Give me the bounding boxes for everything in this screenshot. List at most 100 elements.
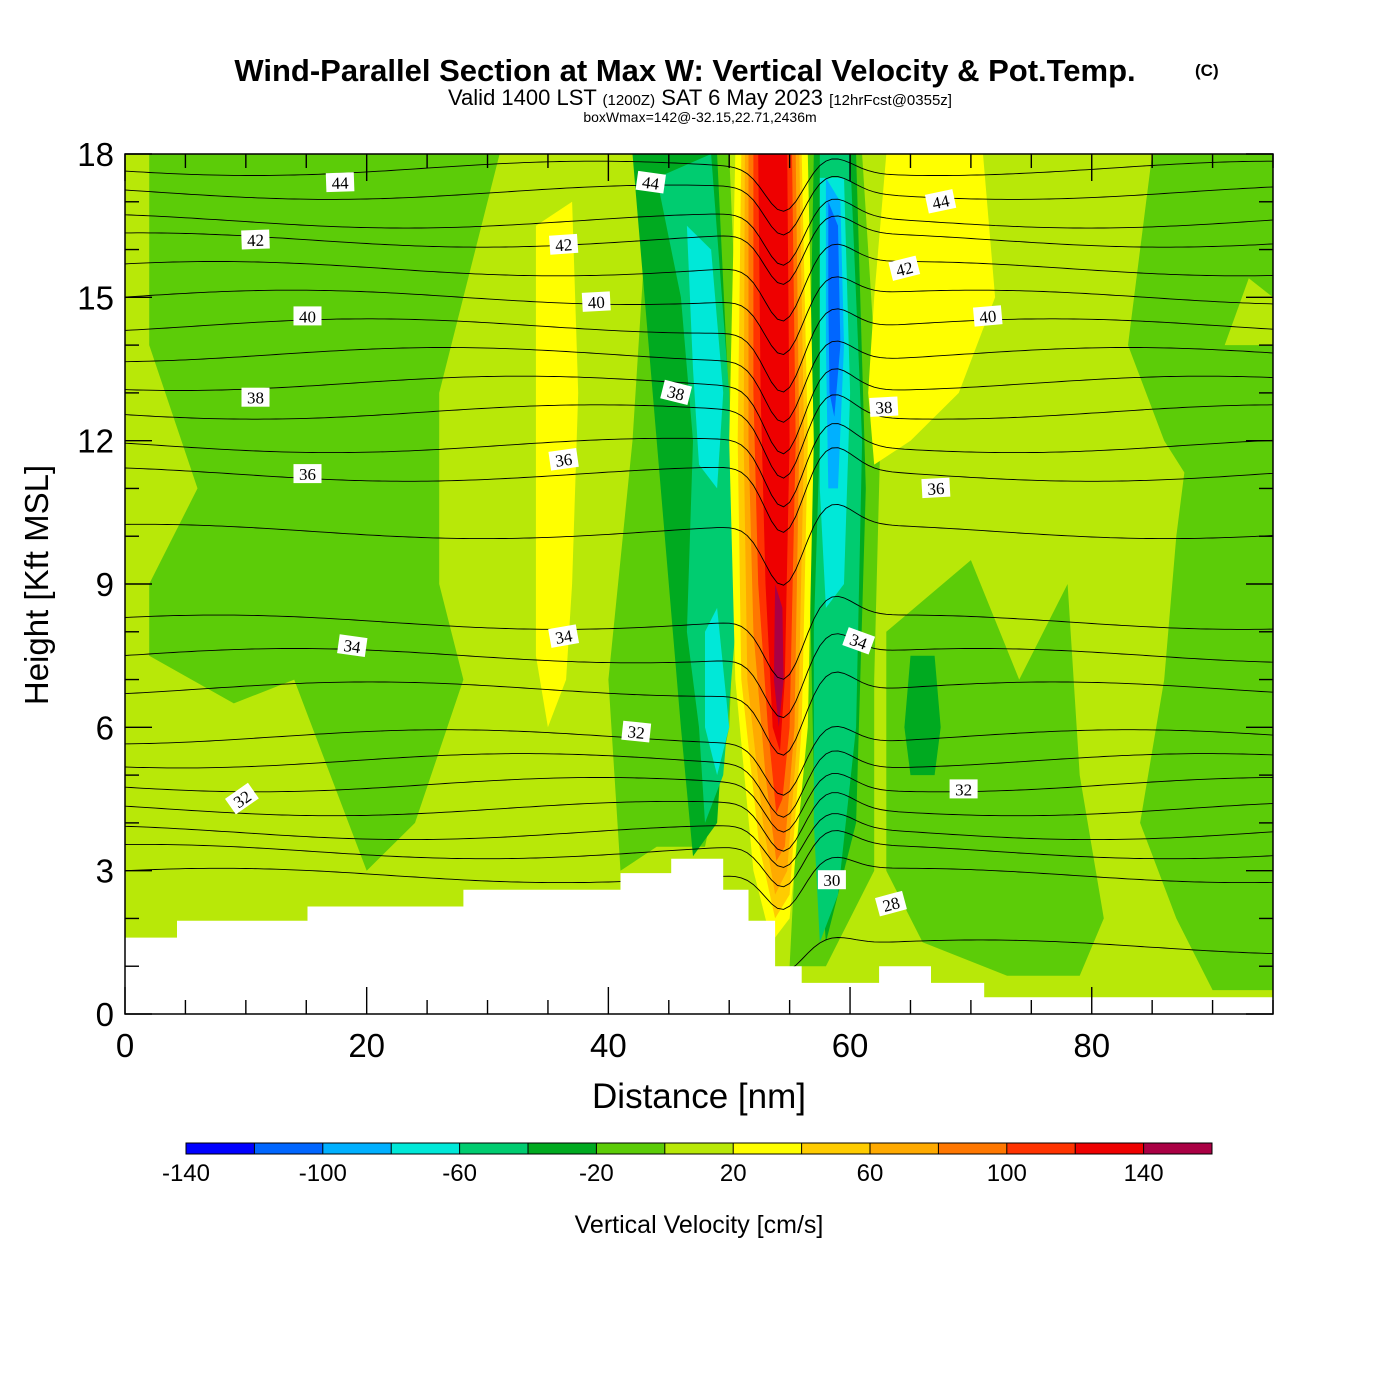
potential-temperature-contours xyxy=(125,158,1273,973)
contour-label-text: 36 xyxy=(554,450,573,471)
copyright-mark: (C) xyxy=(1195,61,1219,80)
contour-label-text: 40 xyxy=(587,293,605,313)
colorbar-swatch-12 xyxy=(1006,1143,1076,1154)
colorbar-swatch-11 xyxy=(938,1143,1008,1154)
vertical-velocity-field xyxy=(149,154,1273,991)
contour-label-bg xyxy=(548,447,579,471)
subtitle-box: boxWmax=142@-32.15,22.71,2436m xyxy=(583,109,816,125)
w-region-10 xyxy=(868,154,996,465)
subtitle-valid: Valid 1400 LST xyxy=(448,85,596,110)
colorbar-swatch-0 xyxy=(186,1143,255,1154)
y-tick-label: 6 xyxy=(96,709,114,746)
x-tick-label: 80 xyxy=(1073,1027,1110,1064)
contour-label-text: 42 xyxy=(555,235,573,255)
colorbar-swatch-3 xyxy=(391,1143,461,1154)
y-tick-label: 12 xyxy=(77,423,114,460)
contour-label-text: 44 xyxy=(641,173,661,194)
contour-label-text: 30 xyxy=(823,871,840,890)
subtitle-line: Valid 1400 LST (1200Z) SAT 6 May 2023 [1… xyxy=(448,85,952,110)
theta-contour-2 xyxy=(125,830,1273,888)
theta-contour-23 xyxy=(125,158,1273,212)
contour-label-22: 28 xyxy=(874,890,907,917)
colorbar-swatch-5 xyxy=(528,1143,597,1154)
contour-label-5: 42 xyxy=(888,255,921,281)
contour-label-bg xyxy=(949,779,978,799)
colorbar-swatch-9 xyxy=(801,1143,871,1154)
x-tick-label: 20 xyxy=(348,1027,385,1064)
contour-label-7: 40 xyxy=(581,291,611,313)
theta-contour-15 xyxy=(125,368,1273,455)
plot-area: 44 44 44 42 42 42 40 40 40 38 38 38 36 36 36 34 34 34 32 32… xyxy=(125,154,1273,1014)
contour-label-bg xyxy=(241,229,270,250)
contour-label-text: 28 xyxy=(881,893,902,916)
theta-contour-10 xyxy=(125,595,1273,680)
contour-label-bg xyxy=(869,396,899,417)
colorbar-tick-label: -140 xyxy=(162,1160,210,1187)
contour-label-20: 32 xyxy=(949,779,978,799)
x-axis-label: Distance [nm] xyxy=(592,1077,806,1116)
contour-label-10: 38 xyxy=(660,379,693,406)
theta-contour-11 xyxy=(125,503,1273,586)
contour-label-text: 40 xyxy=(299,307,316,326)
colorbar-swatch-8 xyxy=(733,1143,803,1154)
w-region-14 xyxy=(705,607,730,776)
contour-label-text: 40 xyxy=(979,307,998,327)
colorbar-tick-label: 140 xyxy=(1124,1160,1164,1187)
contour-label-text: 36 xyxy=(299,465,316,484)
theta-contour-7 xyxy=(125,725,1273,796)
colorbar-swatch-10 xyxy=(870,1143,939,1154)
x-tick-label: 40 xyxy=(590,1027,627,1064)
contour-label-bg xyxy=(924,189,957,214)
contour-label-9: 38 xyxy=(241,387,270,408)
colorbar-tick-label: -20 xyxy=(579,1160,614,1187)
y-tick-label: 0 xyxy=(96,996,114,1033)
y-tick-label: 9 xyxy=(96,566,114,603)
contour-label-bg xyxy=(581,291,611,312)
theta-contour-6 xyxy=(125,750,1273,818)
colorbar: -140 -100 -60 -20 20 60 100 140 xyxy=(162,1142,1213,1187)
contour-label-14: 36 xyxy=(921,477,951,499)
contour-label-2: 44 xyxy=(924,189,957,214)
contour-label-bg xyxy=(241,387,270,407)
contour-label-text: 42 xyxy=(894,258,915,281)
theta-contour-9 xyxy=(125,633,1273,719)
w-region-0 xyxy=(149,154,500,871)
theta-contour-18 xyxy=(125,276,1273,355)
theta-contour-19 xyxy=(125,243,1273,322)
theta-contour-3 xyxy=(125,813,1273,868)
contour-label-bg xyxy=(548,624,580,648)
subtitle-forecast: [12hrFcst@0355z] xyxy=(829,92,952,109)
contour-label-13: 36 xyxy=(548,447,579,471)
contour-label-bg xyxy=(621,720,652,743)
theta-contour-16 xyxy=(125,340,1273,423)
colorbar-tick-label: 100 xyxy=(987,1160,1027,1187)
colorbar-swatch-13 xyxy=(1075,1143,1145,1154)
y-tick-label: 15 xyxy=(77,279,114,316)
contour-label-text: 44 xyxy=(331,173,349,193)
contour-label-bg xyxy=(293,464,322,484)
contour-label-bg xyxy=(549,233,579,255)
contour-label-6: 40 xyxy=(293,306,322,326)
y-tick-label: 18 xyxy=(77,136,114,173)
y-axis-label: Height [Kft MSL] xyxy=(18,465,55,705)
contour-label-text: 32 xyxy=(627,722,646,743)
x-tick-label: 0 xyxy=(116,1027,134,1064)
colorbar-swatch-4 xyxy=(459,1143,529,1154)
colorbar-frame xyxy=(185,1142,1213,1155)
theta-contour-21 xyxy=(125,198,1273,266)
contour-label-bg xyxy=(337,634,368,657)
w-region-5 xyxy=(1140,345,1273,991)
contour-label-17: 34 xyxy=(842,627,876,655)
theta-contour-8 xyxy=(125,671,1273,756)
contour-label-text: 34 xyxy=(554,626,575,648)
colorbar-swatch-2 xyxy=(322,1143,392,1154)
w-region-8 xyxy=(904,655,941,776)
theta-contour-20 xyxy=(125,215,1273,285)
contour-label-4: 42 xyxy=(549,233,579,255)
contour-label-text: 34 xyxy=(342,636,362,657)
colorbar-tick-label: 60 xyxy=(857,1160,884,1187)
contour-label-1: 44 xyxy=(635,170,666,194)
contour-label-text: 38 xyxy=(665,382,686,405)
contour-label-bg xyxy=(874,890,907,917)
